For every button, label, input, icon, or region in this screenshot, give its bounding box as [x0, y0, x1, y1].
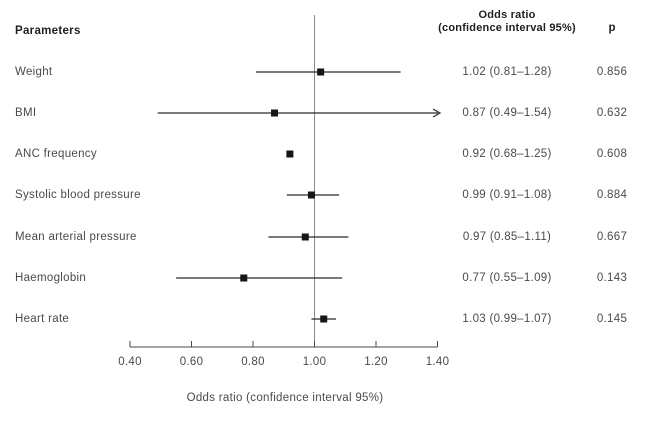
odds-ratio-value: 1.03 (0.99–1.07)	[462, 313, 552, 325]
point-estimate-marker	[240, 274, 248, 282]
parameter-label: Systolic blood pressure	[15, 189, 141, 201]
parameter-label: Weight	[15, 66, 53, 78]
odds-ratio-value: 0.77 (0.55–1.09)	[462, 272, 552, 284]
p-value: 0.143	[596, 272, 628, 284]
odds-ratio-value: 1.02 (0.81–1.28)	[462, 66, 552, 78]
parameter-label: Mean arterial pressure	[15, 231, 137, 243]
p-value: 0.667	[596, 231, 628, 243]
point-estimate-marker	[320, 315, 328, 323]
parameter-label: BMI	[15, 107, 37, 119]
x-tick-label: 1.40	[425, 356, 450, 368]
p-value: 0.856	[596, 66, 628, 78]
arrow-right-icon	[432, 108, 442, 118]
point-estimate-marker	[286, 150, 294, 158]
p-value: 0.632	[596, 107, 628, 119]
parameters-column-header: Parameters	[15, 25, 81, 37]
odds-ratio-value: 0.99 (0.91–1.08)	[462, 189, 552, 201]
odds-ratio-value: 0.97 (0.85–1.11)	[462, 231, 552, 243]
x-axis-title: Odds ratio (confidence interval 95%)	[186, 392, 384, 404]
point-estimate-marker	[271, 109, 279, 117]
p-value: 0.608	[596, 148, 628, 160]
x-tick-label: 1.00	[302, 356, 327, 368]
x-tick-label: 0.60	[179, 356, 204, 368]
odds-ratio-value: 0.87 (0.49–1.54)	[462, 107, 552, 119]
x-tick-label: 0.40	[118, 356, 142, 368]
point-estimate-marker	[317, 68, 325, 76]
p-value: 0.884	[596, 189, 628, 201]
point-estimate-marker	[301, 233, 309, 241]
p-column-header: p	[608, 22, 616, 34]
parameter-label: Haemoglobin	[15, 272, 87, 284]
or-header-line1: Odds ratio	[478, 9, 536, 21]
or-column-header: Odds ratio (confidence interval 95%)	[407, 9, 607, 34]
x-tick-label: 1.20	[364, 356, 388, 368]
or-header-line2: (confidence interval 95%)	[438, 21, 576, 34]
odds-ratio-value: 0.92 (0.68–1.25)	[462, 148, 552, 160]
parameter-label: Heart rate	[15, 313, 70, 325]
x-tick-label: 0.80	[241, 356, 265, 368]
parameter-label: ANC frequency	[15, 148, 97, 160]
p-value: 0.145	[596, 313, 628, 325]
point-estimate-marker	[307, 191, 315, 199]
